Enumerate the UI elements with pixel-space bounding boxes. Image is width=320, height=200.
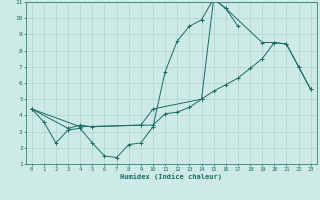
X-axis label: Humidex (Indice chaleur): Humidex (Indice chaleur)	[120, 173, 222, 180]
